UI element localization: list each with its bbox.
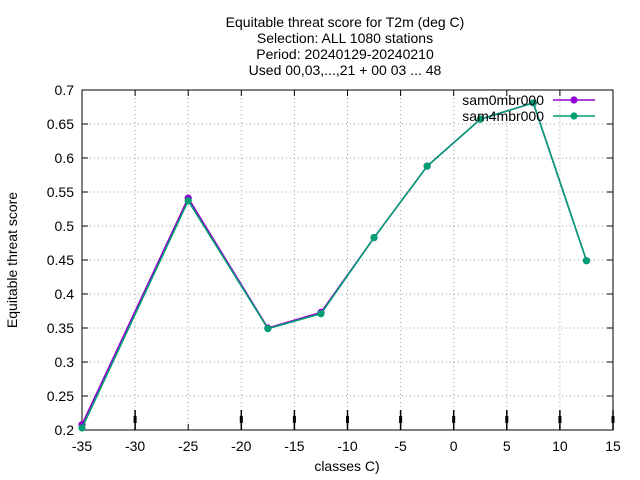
title-line-1: Equitable threat score for T2m (deg C)	[226, 14, 465, 30]
legend-label: sam0mbr000	[462, 92, 544, 108]
x-tick-label: -30	[125, 438, 145, 454]
x-axis-label: classes C)	[314, 458, 379, 474]
data-point	[476, 115, 484, 123]
series-sam0mbr000	[78, 99, 591, 429]
legend-label: sam4mbr000	[462, 108, 544, 124]
y-tick-label: 0.6	[55, 150, 75, 166]
legend-marker	[570, 96, 578, 104]
x-tick-label: -5	[394, 438, 407, 454]
title-line-4: Used 00,03,...,21 + 00 03 ... 48	[249, 62, 442, 78]
legend-item: sam4mbr000	[462, 108, 595, 124]
y-tick-label: 0.65	[47, 116, 74, 132]
legend-item: sam0mbr000	[462, 92, 595, 108]
x-tick-label: -35	[72, 438, 92, 454]
series-line	[81, 101, 588, 425]
x-tick-label: 0	[450, 438, 458, 454]
data-point	[529, 99, 537, 107]
y-tick-label: 0.55	[47, 184, 74, 200]
series	[78, 99, 591, 432]
title-line-2: Selection: ALL 1080 stations	[257, 30, 433, 46]
y-tick-label: 0.4	[55, 286, 75, 302]
grid	[82, 90, 613, 430]
data-point	[317, 310, 325, 318]
data-point	[184, 197, 192, 205]
x-tick-label: -15	[284, 438, 304, 454]
x-tick-label: 10	[552, 438, 568, 454]
data-point	[582, 257, 591, 265]
series-line	[81, 101, 588, 429]
y-tick-label: 0.45	[47, 252, 74, 268]
title-line-3: Period: 20240129-20240210	[256, 46, 434, 62]
x-tick-label: 15	[605, 438, 621, 454]
y-tick-label: 0.5	[55, 218, 75, 234]
data-point	[264, 325, 272, 333]
class-markers	[133, 410, 615, 430]
axis-ticks: -35 -30 -25 -20 -15 -10 -5 0 5 10 15 0.2 0.25 0.3 0.35…	[47, 82, 621, 454]
data-point	[78, 424, 86, 432]
y-axis-label: Equitable threat score	[4, 192, 20, 328]
y-tick-label: 0.7	[55, 82, 75, 98]
legend-marker	[570, 112, 578, 120]
y-tick-label: 0.3	[55, 354, 75, 370]
y-tick-label: 0.25	[47, 388, 74, 404]
y-tick-label: 0.35	[47, 320, 74, 336]
data-point	[423, 162, 431, 170]
x-tick-label: -20	[231, 438, 251, 454]
chart-title: Equitable threat score for T2m (deg C) S…	[226, 14, 465, 78]
x-tick-label: -10	[337, 438, 357, 454]
x-tick-label: 5	[503, 438, 511, 454]
y-tick-label: 0.2	[55, 422, 75, 438]
series-sam4mbr000	[78, 99, 591, 432]
data-point	[370, 233, 378, 242]
x-tick-label: -25	[178, 438, 198, 454]
